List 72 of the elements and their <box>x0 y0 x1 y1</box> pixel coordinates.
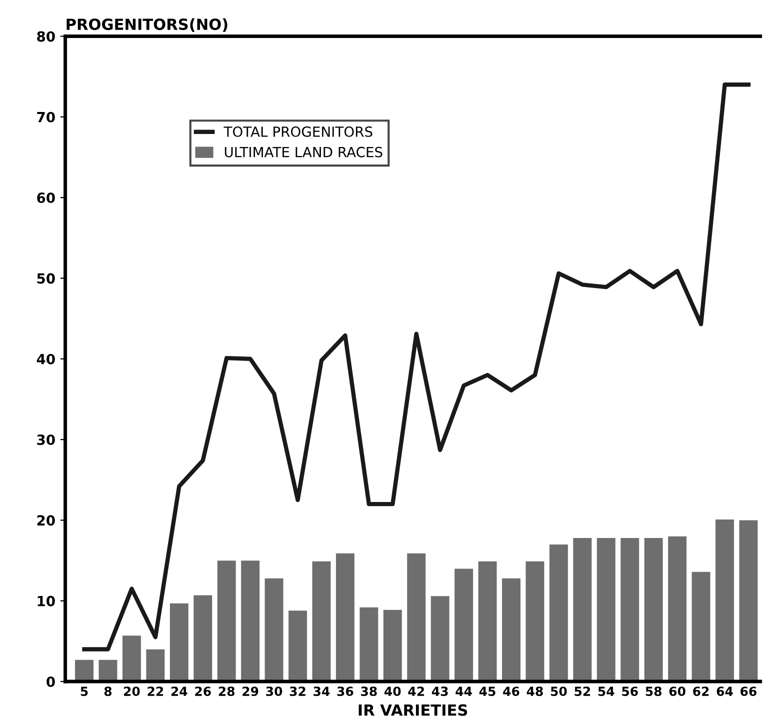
y-tick-label: 10 <box>38 596 55 606</box>
x-tick-label: 32 <box>290 686 306 696</box>
x-tick-label: 28 <box>218 686 235 696</box>
x-tick-label: 8 <box>104 686 112 696</box>
bar <box>122 636 141 682</box>
bar <box>596 538 616 682</box>
x-tick-label: 62 <box>693 686 709 696</box>
bar <box>360 607 378 682</box>
bar <box>644 538 663 682</box>
x-tick-label: 22 <box>148 686 164 696</box>
y-tick-label: 70 <box>37 112 55 122</box>
x-tick-label: 38 <box>361 686 377 696</box>
bar <box>549 544 568 682</box>
line-series <box>82 82 751 652</box>
bar <box>573 538 592 682</box>
bar <box>478 561 497 682</box>
bar <box>620 538 640 682</box>
y-tick-label: 20 <box>37 515 55 526</box>
x-tick-label: 5 <box>80 686 88 696</box>
bar <box>454 568 474 682</box>
x-tick-label: 60 <box>669 686 686 696</box>
y-tick-label: 50 <box>37 273 55 284</box>
y-tick-label: 40 <box>36 354 55 364</box>
bar <box>98 660 118 682</box>
x-tick-label: 64 <box>716 686 733 696</box>
bar <box>217 560 236 682</box>
x-tick-label: 42 <box>408 686 424 696</box>
x-tick-label: 58 <box>646 686 662 696</box>
x-tick-label: 45 <box>479 686 496 696</box>
bar <box>75 660 94 682</box>
y-tick-label: 0 <box>46 676 55 687</box>
x-tick-label: 40 <box>384 686 401 696</box>
bar <box>241 560 260 682</box>
x-tick-label: 26 <box>195 686 211 696</box>
x-tick-label: 48 <box>526 686 543 696</box>
bar <box>716 519 734 682</box>
bar <box>383 610 402 682</box>
y-tick-label: 30 <box>37 434 55 446</box>
x-tick-label: 34 <box>314 686 330 696</box>
bar <box>692 572 710 682</box>
x-tick-label: 66 <box>740 686 756 696</box>
x-tick-label: 29 <box>242 686 258 696</box>
bar <box>430 596 450 682</box>
bar <box>739 520 758 682</box>
x-tick-label: 46 <box>503 686 520 696</box>
bar <box>407 553 426 682</box>
bar <box>264 578 284 682</box>
x-tick-label: 52 <box>574 686 590 696</box>
x-axis-title: IR VARIETIES <box>358 704 468 716</box>
x-tick-label: 30 <box>266 686 282 696</box>
x-tick-label: 44 <box>456 686 472 696</box>
bar <box>526 561 544 682</box>
legend-label: ULTIMATE LAND RACES <box>224 146 382 158</box>
bar <box>288 610 307 682</box>
bar <box>336 553 354 682</box>
bar <box>502 578 520 682</box>
x-tick-label: 54 <box>598 686 614 696</box>
bar <box>170 603 188 682</box>
legend-label: TOTAL PROGENITORS <box>224 126 372 137</box>
bar <box>312 561 331 682</box>
y-tick-label: 80 <box>37 31 55 42</box>
x-tick-label: 20 <box>124 686 140 696</box>
x-tick-label: 43 <box>432 686 448 696</box>
bar <box>194 595 212 682</box>
x-tick-label: 36 <box>337 686 354 696</box>
x-tick-label: 56 <box>622 686 638 696</box>
y-axis-title: PROGENITORS(NO) <box>66 18 228 32</box>
x-tick-label: 24 <box>171 686 188 696</box>
bar <box>146 649 165 682</box>
bar <box>668 536 687 682</box>
y-tick-label: 60 <box>37 192 55 204</box>
x-tick-label: 50 <box>550 686 567 696</box>
